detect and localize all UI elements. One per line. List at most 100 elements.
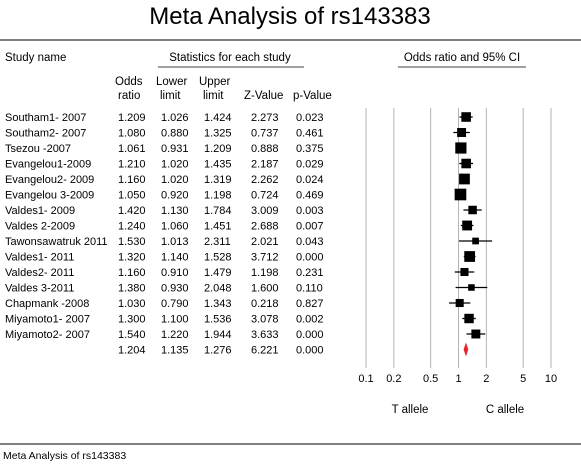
stat-or: 1.540 [118, 329, 146, 341]
study-name: Evangelou 3-2009 [5, 190, 94, 202]
study-name: Miyamoto1- 2007 [5, 314, 90, 326]
study-rows: Southam1- 2007 1.209 1.026 1.424 2.273 0.023S… [5, 112, 493, 341]
stat-or: 1.160 [118, 267, 146, 279]
stat-lower: 0.790 [161, 298, 189, 310]
x-tick-label: 0.2 [386, 373, 401, 385]
summary-stat-upper: 1.276 [204, 345, 232, 357]
effect-marker [464, 313, 474, 324]
study-row: Evangelou 3-2009 1.050 0.920 1.198 0.724 0.46… [5, 188, 467, 202]
summary-row: 1.204 1.135 1.276 6.221 0.000 [118, 342, 469, 357]
effect-marker [472, 237, 479, 245]
stat-or: 1.240 [118, 221, 146, 233]
stat-z: 1.198 [251, 267, 279, 279]
stat-or: 1.080 [118, 128, 146, 140]
stat-upper: 1.435 [204, 159, 232, 171]
stat-upper: 1.536 [204, 314, 232, 326]
stat-z: 2.262 [251, 174, 279, 186]
study-row: Evangelou2- 2009 1.160 1.020 1.319 2.262 0.02… [5, 173, 470, 186]
study-name: Chapmank -2008 [5, 298, 89, 310]
stat-z: 0.724 [251, 190, 279, 202]
effect-marker [457, 128, 467, 137]
stats-group-header: Statistics for each study [169, 52, 291, 64]
stat-p: 0.029 [296, 159, 324, 171]
study-name: Valdes 3-2011 [5, 283, 74, 295]
stat-p: 0.231 [296, 267, 324, 279]
effect-marker [455, 142, 467, 154]
stat-p: 0.002 [296, 314, 324, 326]
stat-lower: 0.910 [161, 267, 189, 279]
stat-lower: 0.920 [161, 190, 189, 202]
stat-or: 1.380 [118, 283, 146, 295]
stat-upper: 2.048 [204, 283, 232, 295]
stat-lower: 0.880 [161, 128, 189, 140]
effect-marker [459, 173, 470, 185]
study-name: Southam1- 2007 [5, 112, 86, 124]
x-tick-label: 0.1 [358, 373, 373, 385]
stat-or: 1.030 [118, 298, 146, 310]
chart-title: Meta Analysis of rs143383 [149, 3, 431, 30]
study-row: Tawonsawatruk 2011 1.530 1.013 2.311 2.021 0.… [5, 236, 493, 248]
summary-stat-p: 0.000 [296, 345, 324, 357]
summary-diamond [463, 342, 469, 357]
summary-stat-z: 6.221 [251, 345, 279, 357]
stat-z: 1.600 [251, 283, 279, 295]
study-name: Evangelou1-2009 [5, 159, 91, 171]
footer-text: Meta Analysis of rs143383 [3, 450, 126, 462]
stat-z: 2.021 [251, 236, 279, 248]
stat-lower: 1.220 [161, 329, 189, 341]
stat-or: 1.530 [118, 236, 146, 248]
study-name: Valdes2- 2011 [5, 267, 74, 279]
stat-z: 0.737 [251, 128, 279, 140]
effect-marker [468, 205, 477, 215]
stat-z: 3.078 [251, 314, 279, 326]
summary-stat-lower: 1.135 [161, 345, 189, 357]
study-row: Valdes1- 2011 1.320 1.140 1.528 3.712 0.000 [5, 251, 476, 264]
study-row: Southam1- 2007 1.209 1.026 1.424 2.273 0.023 [5, 112, 473, 124]
stat-z: 3.712 [251, 252, 279, 264]
stat-upper: 1.944 [204, 329, 232, 341]
stat-lower: 1.100 [161, 314, 189, 326]
stat-or: 1.209 [118, 112, 146, 124]
stat-upper: 1.209 [204, 143, 232, 155]
effect-marker [462, 220, 473, 231]
stat-upper: 1.479 [204, 267, 232, 279]
study-name: Tawonsawatruk 2011 [5, 236, 108, 248]
stat-or: 1.420 [118, 205, 146, 217]
stat-p: 0.000 [296, 329, 324, 341]
stat-lower: 0.930 [161, 283, 189, 295]
x-tick-label: 1 [455, 373, 461, 385]
effect-marker [464, 251, 476, 262]
study-row: Tsezou -2007 1.061 0.931 1.209 0.888 0.375 [5, 142, 467, 155]
stat-lower: 1.020 [161, 159, 189, 171]
col-or-header-2: ratio [118, 90, 140, 102]
study-name: Valdes1- 2009 [5, 205, 75, 217]
study-name: Evangelou2- 2009 [5, 174, 94, 186]
stat-upper: 1.424 [204, 112, 232, 124]
x-axis-ticks: 0.1 0.2 0.5 1 2 5 10 [358, 373, 557, 385]
study-row: Chapmank -2008 1.030 0.790 1.343 0.218 0.827 [5, 298, 471, 310]
stat-or: 1.300 [118, 314, 146, 326]
stat-upper: 1.451 [204, 221, 232, 233]
stat-upper: 1.325 [204, 128, 232, 140]
stat-p: 0.469 [296, 190, 324, 202]
plot-group-header: Odds ratio and 95% CI [404, 52, 520, 64]
study-row: Valdes2- 2011 1.160 0.910 1.479 1.198 0.231 [5, 267, 475, 279]
stat-z: 2.688 [251, 221, 279, 233]
x-tick-label: 2 [483, 373, 489, 385]
stat-or: 1.320 [118, 252, 146, 264]
effect-marker [471, 329, 481, 339]
summary-stat-or: 1.204 [118, 345, 146, 357]
stat-p: 0.007 [296, 221, 324, 233]
stat-p: 0.375 [296, 143, 324, 155]
stat-z: 0.888 [251, 143, 279, 155]
col-lower-header-1: Lower [156, 76, 187, 88]
study-row: Valdes 3-2011 1.380 0.930 2.048 1.600 0.110 [5, 283, 488, 295]
x-tick-label: 0.5 [423, 373, 438, 385]
stat-lower: 1.020 [161, 174, 189, 186]
stat-lower: 0.931 [161, 143, 189, 155]
stat-lower: 1.026 [161, 112, 189, 124]
stat-p: 0.461 [296, 128, 324, 140]
stat-upper: 1.528 [204, 252, 232, 264]
effect-marker [454, 188, 467, 201]
stat-or: 1.050 [118, 190, 146, 202]
